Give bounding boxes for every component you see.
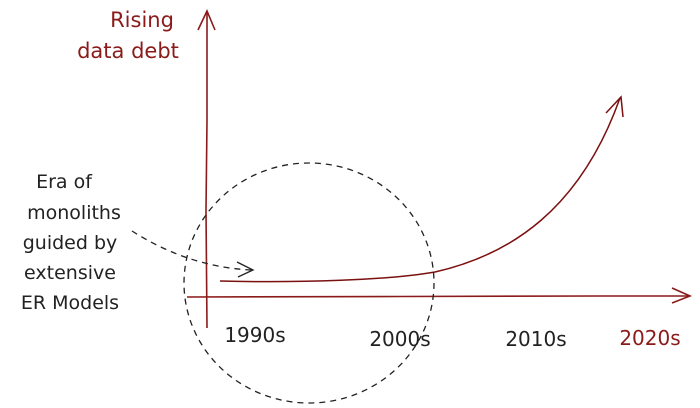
annotation-pointer: [131, 230, 253, 271]
x-tick-1990s: 1990s: [224, 323, 285, 347]
x-tick-2000s: 2000s: [369, 327, 430, 351]
y-axis-arrowhead: [197, 9, 216, 31]
data-debt-curve-arrowhead: [605, 95, 624, 118]
monolith-era-circle: [183, 162, 435, 404]
x-axis: [186, 295, 688, 298]
annotation-line-1: Era of: [36, 171, 93, 193]
y-axis-label-line-2: data debt: [77, 39, 179, 63]
annotation-pointer-arrowhead: [236, 261, 255, 278]
x-tick-2010s: 2010s: [505, 327, 566, 351]
x-axis-arrowhead: [671, 287, 693, 304]
x-tick-2020s: 2020s: [619, 326, 680, 350]
annotation-line-4: extensive: [24, 262, 116, 284]
annotation-line-5: ER Models: [21, 292, 119, 314]
y-axis-label-line-1: Rising: [110, 8, 174, 32]
data-debt-curve: [219, 97, 621, 283]
y-axis: [205, 12, 208, 329]
annotation-line-3: guided by: [23, 232, 118, 254]
annotation-line-2: monoliths: [27, 202, 121, 224]
